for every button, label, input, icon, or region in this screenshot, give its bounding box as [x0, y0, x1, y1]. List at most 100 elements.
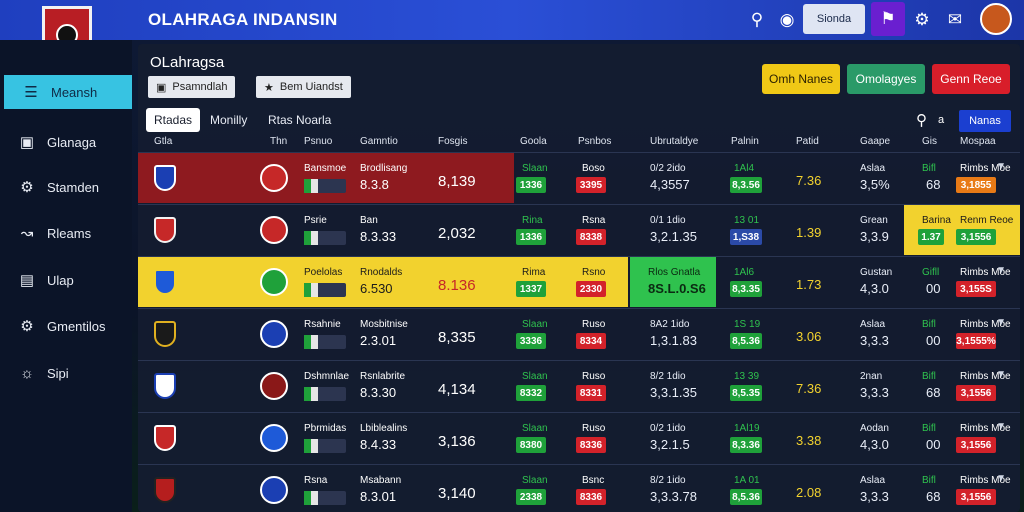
sidebar-item-label: Stamden — [47, 179, 100, 195]
search-icon[interactable]: ⚲ — [916, 112, 927, 129]
sidebar-item-3[interactable]: ↝ Rleams — [0, 216, 132, 250]
column-header[interactable]: Gaape — [860, 136, 891, 147]
chevron-down-icon[interactable]: ▼ — [996, 317, 1006, 328]
location-icon[interactable]: ◉ — [779, 10, 795, 29]
tab-1[interactable]: Monilly — [210, 113, 248, 127]
chevron-down-icon[interactable]: ▼ — [996, 265, 1006, 276]
action-button-2[interactable]: Genn Reoe — [932, 64, 1010, 94]
stat-a: 8.3.01 — [360, 489, 397, 504]
sidebar-item-5[interactable]: ⚙ Gmentilos — [0, 309, 132, 343]
column-header[interactable]: Patid — [796, 136, 819, 147]
form-bar — [304, 491, 346, 505]
column-header[interactable]: Psnbos — [578, 136, 612, 147]
team-sub: Rsnlabrite — [360, 371, 406, 382]
highlight-box — [630, 257, 716, 307]
sidebar-item-label: Rleams — [47, 225, 92, 241]
stat-label: Slaan — [522, 163, 548, 174]
tab-0[interactable]: Rtadas — [146, 108, 201, 132]
goal-diff-pill: 3,1855 — [956, 177, 996, 193]
stat-label: Bifl — [922, 319, 936, 330]
stat-label: 2nan — [860, 371, 883, 382]
table-row[interactable]: Bansmoe Brodlisang 8.3.8 8,139 Slaan 1336 Boso… — [138, 152, 1020, 203]
points-pill: 8,3.35 — [730, 281, 762, 297]
team-sub: Ban — [360, 215, 378, 226]
stat-label: Rsno — [582, 267, 606, 278]
stat-a: 6.530 — [360, 281, 393, 296]
stat-label: Slaan — [522, 475, 548, 486]
column-header[interactable]: Palnin — [731, 136, 759, 147]
stat-label: Ruso — [582, 423, 606, 434]
search-icon[interactable]: ⚲ — [750, 10, 764, 29]
column-header[interactable]: Goola — [520, 136, 547, 147]
sidebar-item-6[interactable]: ☼ Sipi — [0, 356, 132, 390]
team-crest-icon — [154, 477, 176, 503]
chevron-down-icon[interactable]: ▼ — [996, 369, 1006, 380]
points-pill: 8,3.56 — [730, 177, 762, 193]
stat-label: Rimbs Moe — [960, 423, 1011, 434]
team-crest-icon — [154, 217, 176, 243]
stat-e: 4,3.0 — [860, 281, 889, 296]
document-icon: ▤ — [19, 272, 35, 289]
filter-chip-1[interactable]: ★ Bem Uiandst — [256, 76, 351, 98]
table-row[interactable]: Poelolas Rnodalds 6.530 8.136 Rima 1337 Rsno 23… — [138, 256, 1020, 307]
win-pill: 3336 — [516, 333, 546, 349]
club-badge-icon — [260, 476, 288, 504]
chevron-down-icon[interactable]: ▼ — [996, 473, 1006, 484]
stat-label: 8A2 1ido — [650, 319, 690, 330]
table-row[interactable]: Rsna Msabann 8.3.01 3,140 Slaan 2338 Bsnc 8336 8… — [138, 464, 1020, 512]
column-header[interactable]: Psnuo — [304, 136, 333, 147]
table-row[interactable]: Psrie Ban 8.3.33 2,032 Rina 1336 Rsna 8338 0/1 1… — [138, 204, 1020, 255]
stat-label: Rimbs Moe — [960, 371, 1011, 382]
stat-label: Rimbs Moe — [960, 319, 1011, 330]
team-label: Pbrmidas — [304, 423, 347, 434]
sidebar-item-1[interactable]: ▣ Glanaga — [0, 125, 132, 159]
team-crest-icon — [154, 373, 176, 399]
stat-f-pill: 1.37 — [918, 229, 944, 245]
win-pill: 1336 — [516, 229, 546, 245]
chat-icon[interactable]: ✉ — [947, 10, 963, 29]
chevron-down-icon[interactable]: ▼ — [996, 161, 1006, 172]
column-header[interactable]: Fosgis — [438, 136, 468, 147]
stat-label: Slaan — [522, 371, 548, 382]
column-header[interactable]: Mospaa — [960, 136, 996, 147]
table-row[interactable]: Dshmnlae Rsnlabrite 8.3.30 4,134 Slaan 8332 Ru… — [138, 360, 1020, 410]
action-button-1[interactable]: Omolagyes — [847, 64, 925, 94]
sidebar-item-0[interactable]: ☰ Meansh — [4, 75, 132, 109]
goal-diff-pill: 3,1556 — [956, 385, 996, 401]
column-header[interactable]: Gamntio — [360, 136, 398, 147]
blue-action-button[interactable]: Nanas — [959, 110, 1011, 132]
column-header[interactable]: Thn — [270, 136, 288, 147]
win-pill: 1336 — [516, 177, 546, 193]
stat-c: 3,3.1.35 — [650, 385, 697, 400]
table-row[interactable]: Pbrmidas Lbiblealins 8.4.33 3,136 Slaan 8380 R… — [138, 412, 1020, 462]
stat-f: 00 — [926, 333, 941, 348]
action-button-0[interactable]: Omh Nanes — [762, 64, 840, 94]
sidebar-item-2[interactable]: ⚙ Stamden — [0, 170, 132, 204]
stat-label: Grean — [860, 215, 888, 226]
team-crest-icon — [154, 269, 176, 295]
avatar[interactable] — [980, 3, 1012, 35]
column-header[interactable]: Gtla — [154, 136, 173, 147]
stat-f: 00 — [926, 437, 941, 452]
stat-b: 4,134 — [438, 381, 476, 398]
stat-label: 8/2 1ido — [650, 475, 686, 486]
stat-e: 4,3.0 — [860, 437, 889, 452]
trophy-icon[interactable]: ⚑ — [871, 2, 905, 36]
table-row[interactable]: Rsahnie Mosbitnise 2.3.01 8,335 Slaan 3336 Rus… — [138, 308, 1020, 358]
club-badge-icon — [260, 320, 288, 348]
loss-pill: 8334 — [576, 333, 606, 349]
goal-diff-pill: 3,1556 — [956, 437, 996, 453]
goal-diff-pill: 3,1556 — [956, 489, 996, 505]
search-button[interactable]: Sionda — [803, 4, 865, 34]
tab-2[interactable]: Rtas Noarla — [268, 113, 332, 127]
stat-label: Aslaa — [860, 319, 886, 330]
panel-title: OLahragsa — [150, 54, 225, 71]
team-sub: Lbiblealins — [360, 423, 408, 434]
sidebar-item-4[interactable]: ▤ Ulap — [0, 263, 132, 297]
chevron-down-icon[interactable]: ▼ — [996, 421, 1006, 432]
filter-chip-0[interactable]: ▣ Psamndlah — [148, 76, 236, 98]
column-header[interactable]: Ubrutaldye — [650, 136, 699, 147]
stat-d: 1.39 — [796, 225, 822, 240]
column-header[interactable]: Gis — [922, 136, 937, 147]
controller-icon[interactable]: ⚙ — [914, 10, 930, 29]
